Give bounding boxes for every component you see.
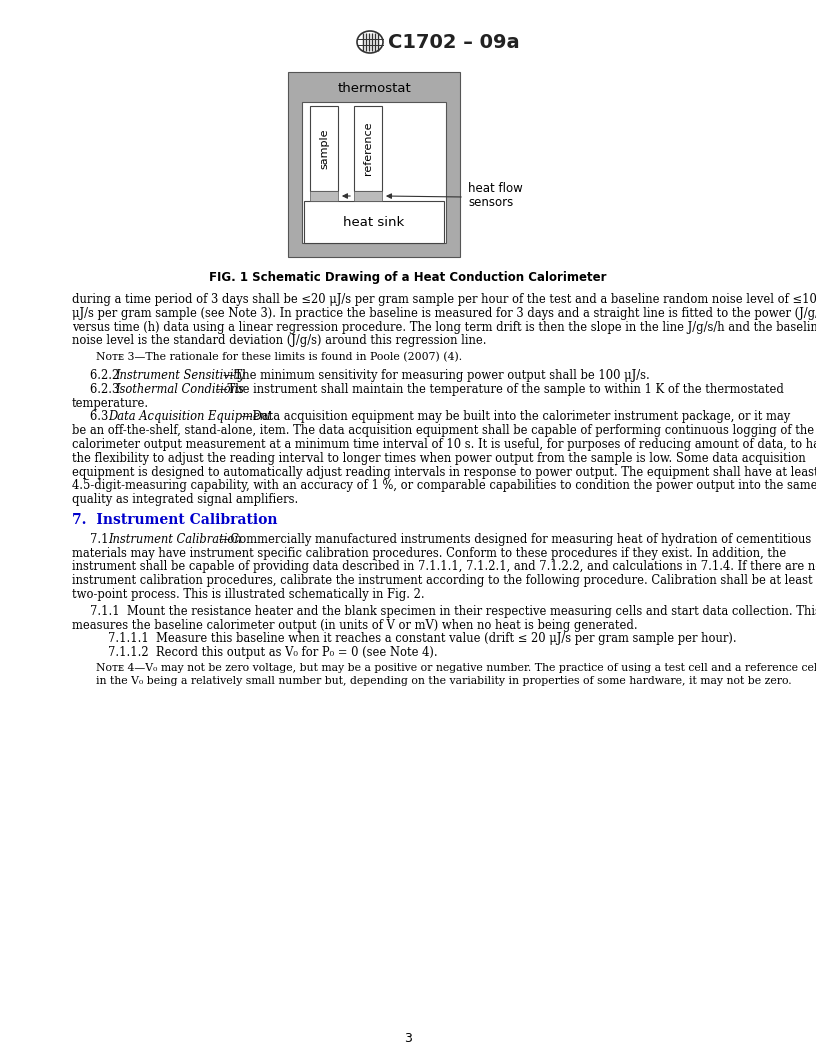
Text: instrument shall be capable of providing data described in 7.1.1.1, 7.1.2.1, and: instrument shall be capable of providing… bbox=[72, 561, 816, 573]
Text: heat sink: heat sink bbox=[344, 215, 405, 228]
Text: Instrument Sensitivity: Instrument Sensitivity bbox=[115, 369, 245, 382]
Text: —The minimum sensitivity for measuring power output shall be 100 μJ/s.: —The minimum sensitivity for measuring p… bbox=[223, 369, 650, 382]
Text: —Commercially manufactured instruments designed for measuring heat of hydration : —Commercially manufactured instruments d… bbox=[219, 533, 811, 546]
Bar bbox=[288, 72, 460, 257]
Bar bbox=[354, 106, 382, 191]
Text: 7.1.1.1  Measure this baseline when it reaches a constant value (drift ≤ 20 μJ/s: 7.1.1.1 Measure this baseline when it re… bbox=[108, 633, 737, 645]
Text: calorimeter output measurement at a minimum time interval of 10 s. It is useful,: calorimeter output measurement at a mini… bbox=[72, 438, 816, 451]
Text: μJ/s per gram sample (see Note 3). In practice the baseline is measured for 3 da: μJ/s per gram sample (see Note 3). In pr… bbox=[72, 307, 816, 320]
Text: materials may have instrument specific calibration procedures. Conform to these : materials may have instrument specific c… bbox=[72, 547, 787, 560]
Text: 7.1.1  Mount the resistance heater and the blank specimen in their respective me: 7.1.1 Mount the resistance heater and th… bbox=[90, 605, 816, 618]
Text: the flexibility to adjust the reading interval to longer times when power output: the flexibility to adjust the reading in… bbox=[72, 452, 805, 465]
Text: C1702 – 09a: C1702 – 09a bbox=[388, 33, 520, 52]
Text: —Data acquisition equipment may be built into the calorimeter instrument package: —Data acquisition equipment may be built… bbox=[241, 411, 790, 423]
Text: sensors: sensors bbox=[468, 195, 513, 208]
Text: measures the baseline calorimeter output (in units of V or mV) when no heat is b: measures the baseline calorimeter output… bbox=[72, 619, 637, 631]
Bar bbox=[354, 191, 382, 201]
Text: be an off-the-shelf, stand-alone, item. The data acquisition equipment shall be : be an off-the-shelf, stand-alone, item. … bbox=[72, 425, 814, 437]
Text: versus time (h) data using a linear regression procedure. The long term drift is: versus time (h) data using a linear regr… bbox=[72, 321, 816, 334]
Text: 7.  Instrument Calibration: 7. Instrument Calibration bbox=[72, 513, 277, 527]
Text: temperature.: temperature. bbox=[72, 397, 149, 410]
Text: during a time period of 3 days shall be ≤20 μJ/s per gram sample per hour of the: during a time period of 3 days shall be … bbox=[72, 293, 816, 306]
Text: 7.1: 7.1 bbox=[90, 533, 114, 546]
Text: —The instrument shall maintain the temperature of the sample to within 1 K of th: —The instrument shall maintain the tempe… bbox=[216, 383, 784, 396]
Text: noise level is the standard deviation (J/g/s) around this regression line.: noise level is the standard deviation (J… bbox=[72, 335, 486, 347]
Text: Nᴏᴛᴇ 3—The rationale for these limits is found in Poole (2007) (4).: Nᴏᴛᴇ 3—The rationale for these limits is… bbox=[96, 353, 462, 362]
Text: Data Acquisition Equipment: Data Acquisition Equipment bbox=[108, 411, 272, 423]
Text: Instrument Calibration: Instrument Calibration bbox=[108, 533, 242, 546]
Text: 7.1.1.2  Record this output as V₀ for P₀ = 0 (see Note 4).: 7.1.1.2 Record this output as V₀ for P₀ … bbox=[108, 646, 437, 659]
Text: 3: 3 bbox=[404, 1032, 412, 1044]
Text: 6.3: 6.3 bbox=[90, 411, 114, 423]
Text: Nᴏᴛᴇ 4—V₀ may not be zero voltage, but may be a positive or negative number. The: Nᴏᴛᴇ 4—V₀ may not be zero voltage, but m… bbox=[96, 663, 816, 673]
Bar bbox=[304, 201, 444, 243]
Text: equipment is designed to automatically adjust reading intervals in response to p: equipment is designed to automatically a… bbox=[72, 466, 816, 478]
Text: thermostat: thermostat bbox=[337, 82, 411, 95]
Text: 6.2.2: 6.2.2 bbox=[90, 369, 125, 382]
Text: 6.2.3: 6.2.3 bbox=[90, 383, 125, 396]
Text: 4.5-digit-measuring capability, with an accuracy of 1 %, or comparable capabilit: 4.5-digit-measuring capability, with an … bbox=[72, 479, 816, 492]
Text: sample: sample bbox=[319, 128, 329, 169]
Text: reference: reference bbox=[363, 121, 373, 175]
Bar bbox=[310, 191, 338, 201]
Text: two-point process. This is illustrated schematically in Fig. 2.: two-point process. This is illustrated s… bbox=[72, 588, 424, 601]
Bar bbox=[302, 102, 446, 243]
Text: instrument calibration procedures, calibrate the instrument according to the fol: instrument calibration procedures, calib… bbox=[72, 574, 816, 587]
Text: heat flow: heat flow bbox=[468, 183, 523, 195]
Text: in the V₀ being a relatively small number but, depending on the variability in p: in the V₀ being a relatively small numbe… bbox=[96, 676, 792, 685]
Text: Isothermal Conditions: Isothermal Conditions bbox=[115, 383, 244, 396]
Text: quality as integrated signal amplifiers.: quality as integrated signal amplifiers. bbox=[72, 493, 299, 506]
Bar bbox=[310, 106, 338, 191]
Text: FIG. 1 Schematic Drawing of a Heat Conduction Calorimeter: FIG. 1 Schematic Drawing of a Heat Condu… bbox=[209, 271, 607, 284]
